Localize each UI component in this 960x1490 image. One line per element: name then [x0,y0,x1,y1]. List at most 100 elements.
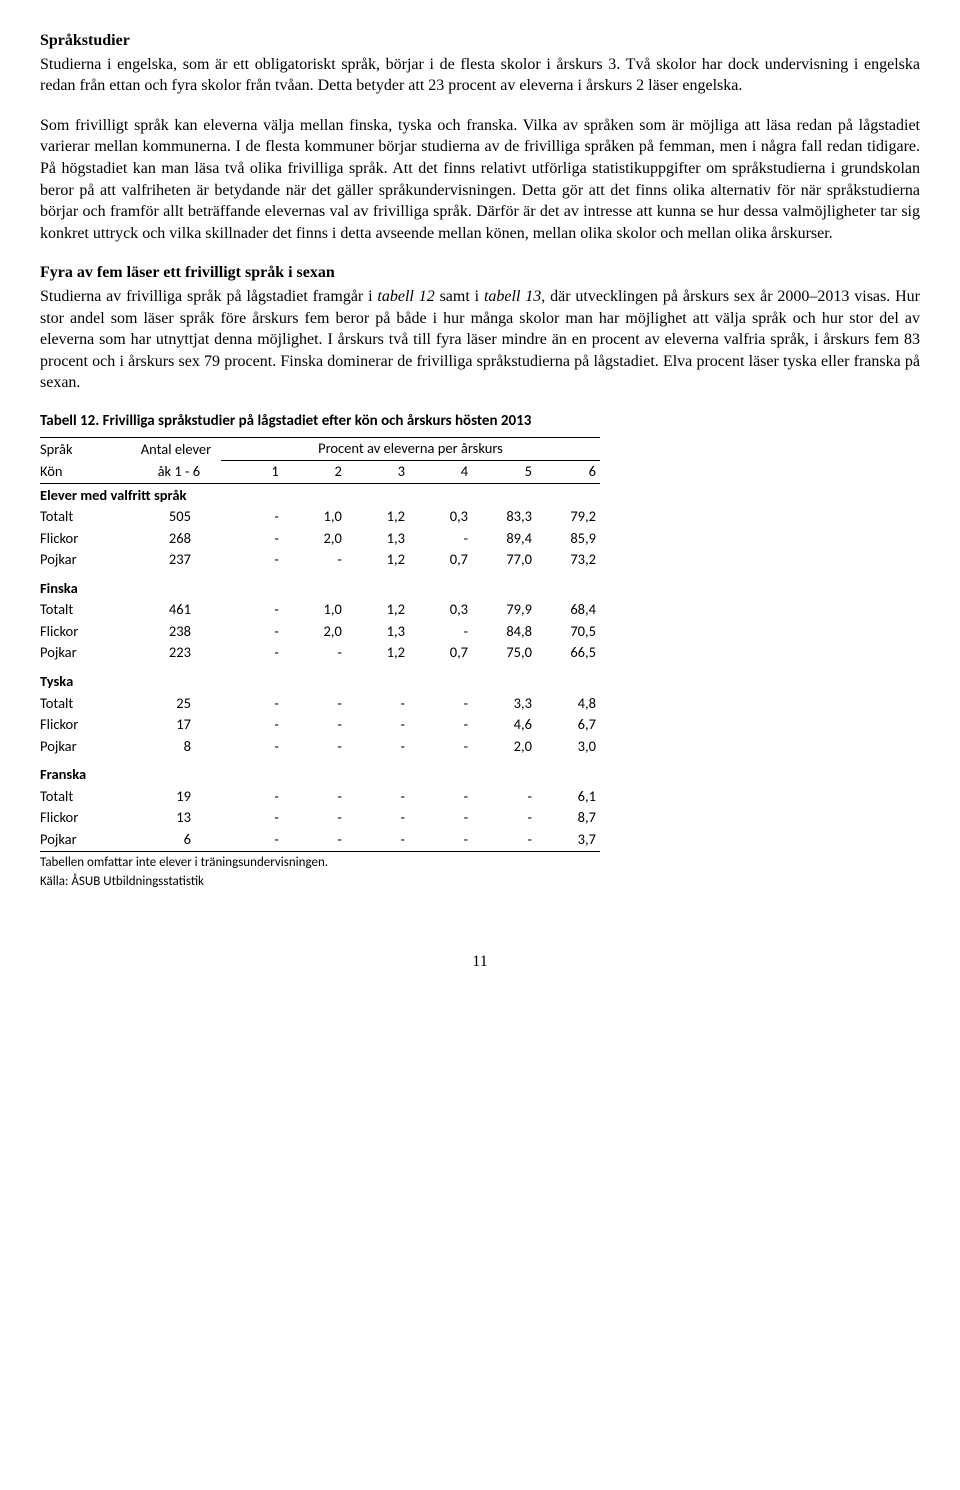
row-value: - [283,693,346,715]
row-value: - [346,693,409,715]
row-value: - [283,829,346,851]
col-3: 3 [346,460,409,483]
table-header-row-2: Kön åk 1 - 6 1 2 3 4 5 6 [40,460,600,483]
row-value: - [472,807,536,829]
row-antal: 461 [137,599,221,621]
row-value: 79,2 [536,506,600,528]
row-value: 84,8 [472,621,536,643]
col-kon: Kön [40,460,137,483]
group-name: Finska [40,571,600,600]
row-value: - [409,807,472,829]
row-value: 89,4 [472,528,536,550]
row-antal: 237 [137,549,221,571]
table-row: Flickor268-2,01,3-89,485,9 [40,528,600,550]
row-value: 1,3 [346,528,409,550]
row-antal: 223 [137,642,221,664]
row-value: 1,2 [346,642,409,664]
heading-fyra-av-fem: Fyra av fem läser ett frivilligt språk i… [40,262,920,284]
row-antal: 17 [137,714,221,736]
table-header-row-1: Språk Antal elever Procent av eleverna p… [40,438,600,461]
row-value: 66,5 [536,642,600,664]
row-value: - [221,714,283,736]
table-note-1: Tabellen omfattar inte elever i tränings… [40,854,920,872]
table-row: Totalt25----3,34,8 [40,693,600,715]
group-name: Franska [40,757,600,786]
row-value: - [409,693,472,715]
row-label: Pojkar [40,829,137,851]
row-label: Pojkar [40,549,137,571]
row-value: - [221,621,283,643]
table-row: Totalt505-1,01,20,383,379,2 [40,506,600,528]
row-value: 6,1 [536,786,600,808]
row-label: Totalt [40,693,137,715]
row-value: 1,2 [346,599,409,621]
table-row: Pojkar223--1,20,775,066,5 [40,642,600,664]
col-1: 1 [221,460,283,483]
row-value: 77,0 [472,549,536,571]
row-value: 8,7 [536,807,600,829]
ref-tabell-13: tabell 13 [484,288,541,305]
para-1: Studierna i engelska, som är ett obligat… [40,54,920,97]
row-value: - [221,786,283,808]
row-value: - [409,786,472,808]
row-value: 75,0 [472,642,536,664]
row-antal: 6 [137,829,221,851]
group-name: Tyska [40,664,600,693]
row-value: 70,5 [536,621,600,643]
row-value: - [221,736,283,758]
row-antal: 19 [137,786,221,808]
row-value: - [221,642,283,664]
row-value: 83,3 [472,506,536,528]
row-value: - [221,506,283,528]
row-label: Flickor [40,807,137,829]
row-value: - [346,807,409,829]
row-value: - [346,736,409,758]
row-value: 0,3 [409,599,472,621]
para-3: Studierna av frivilliga språk på lågstad… [40,286,920,394]
row-value: 2,0 [472,736,536,758]
section-fyra-av-fem: Fyra av fem läser ett frivilligt språk i… [40,262,920,394]
row-value: 1,0 [283,599,346,621]
row-value: 1,0 [283,506,346,528]
table-row: Pojkar8----2,03,0 [40,736,600,758]
row-value: 3,7 [536,829,600,851]
row-value: 73,2 [536,549,600,571]
row-value: - [283,549,346,571]
row-value: - [409,736,472,758]
row-antal: 13 [137,807,221,829]
group-name: Elever med valfritt språk [40,483,600,506]
row-value: 0,7 [409,642,472,664]
section-sprakstudier: Språkstudier Studierna i engelska, som ä… [40,30,920,244]
row-value: - [221,807,283,829]
col-antal: Antal elever [137,438,221,461]
row-label: Flickor [40,528,137,550]
row-value: 3,3 [472,693,536,715]
row-value: - [221,829,283,851]
row-value: - [346,714,409,736]
row-label: Flickor [40,621,137,643]
col-ak: åk 1 - 6 [137,460,221,483]
table-row: Flickor17----4,66,7 [40,714,600,736]
row-value: 1,3 [346,621,409,643]
row-label: Totalt [40,599,137,621]
row-value: - [472,829,536,851]
row-label: Pojkar [40,736,137,758]
row-antal: 8 [137,736,221,758]
row-value: 1,2 [346,506,409,528]
row-label: Totalt [40,506,137,528]
col-4: 4 [409,460,472,483]
row-value: - [221,528,283,550]
row-value: 68,4 [536,599,600,621]
row-antal: 238 [137,621,221,643]
row-value: - [409,714,472,736]
row-value: 6,7 [536,714,600,736]
row-value: - [409,621,472,643]
para-3a: Studierna av frivilliga språk på lågstad… [40,288,377,305]
table-row: Totalt19-----6,1 [40,786,600,808]
row-value: 2,0 [283,621,346,643]
row-value: 79,9 [472,599,536,621]
row-value: - [409,829,472,851]
table-row: Totalt461-1,01,20,379,968,4 [40,599,600,621]
row-value: - [346,829,409,851]
row-value: - [283,807,346,829]
